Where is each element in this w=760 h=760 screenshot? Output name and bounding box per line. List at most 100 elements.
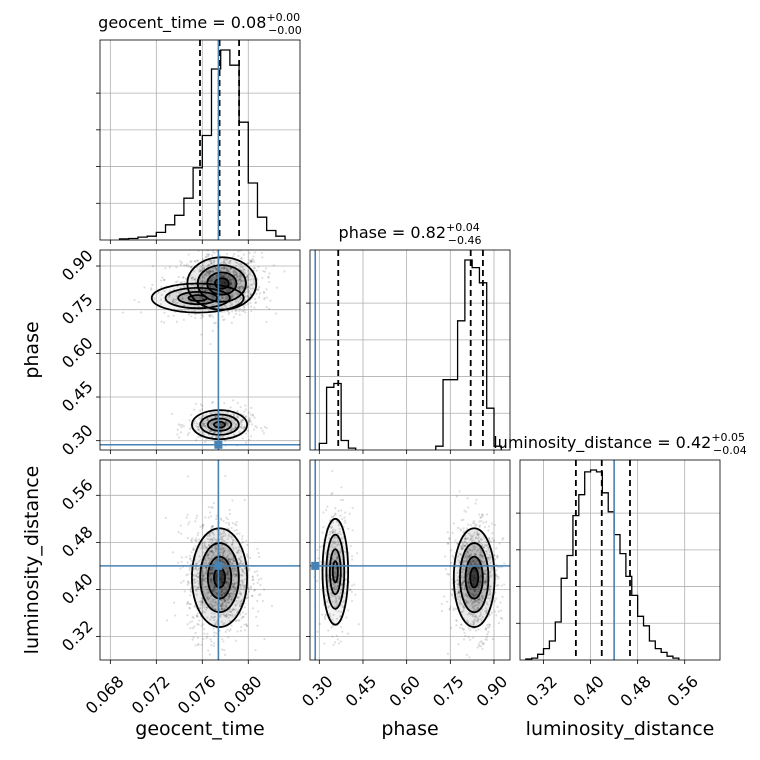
scatter-point: [463, 631, 466, 634]
scatter-point: [451, 594, 454, 597]
scatter-point: [478, 513, 481, 516]
scatter-point: [237, 292, 241, 296]
scatter-point: [468, 656, 471, 659]
scatter-point: [224, 412, 227, 415]
scatter-point: [249, 293, 252, 297]
scatter-point: [200, 297, 203, 300]
panel-title-geocent_time: geocent_time = 0.08+0.00 −0.00: [98, 11, 302, 37]
scatter-point: [243, 499, 246, 502]
scatter-point: [481, 515, 484, 518]
scatter-point: [237, 275, 241, 278]
scatter-point: [248, 272, 251, 275]
histogram-frame-geocent_time: [99, 39, 301, 241]
scatter-point: [450, 626, 453, 629]
scatter-point: [176, 285, 179, 288]
scatter-point: [224, 540, 227, 543]
scatter-point: [239, 604, 242, 608]
scatter-point: [212, 536, 215, 539]
scatter-point: [207, 253, 211, 256]
scatter-point: [180, 426, 183, 429]
scatter-point: [229, 282, 233, 285]
scatter-point: [197, 428, 200, 432]
scatter-point: [215, 540, 218, 543]
scatter-point: [226, 297, 230, 300]
scatter-point: [210, 549, 214, 552]
scatter-point: [208, 429, 212, 432]
scatter-point: [203, 547, 206, 550]
scatter-point: [210, 295, 213, 298]
scatter-point: [244, 408, 247, 411]
scatter-point: [485, 520, 488, 524]
scatter-point: [244, 271, 247, 275]
scatter-point: [222, 535, 225, 538]
scatter-point: [231, 615, 234, 618]
scatter-point: [121, 311, 125, 314]
scatter-point: [219, 423, 223, 426]
scatter-point: [196, 259, 199, 262]
scatter-point: [215, 514, 218, 517]
scatter-point: [252, 258, 255, 262]
scatter-point: [246, 555, 249, 558]
scatter-point: [210, 261, 213, 265]
scatter-point: [193, 539, 196, 542]
scatter-point: [239, 278, 242, 282]
scatter-point: [231, 558, 234, 561]
scatter-point: [230, 535, 233, 538]
scatter-point: [242, 305, 246, 308]
scatter-point: [246, 285, 249, 289]
scatter-point: [192, 421, 195, 425]
scatter-point: [200, 600, 204, 603]
scatter-point: [236, 279, 240, 282]
scatter-point: [220, 266, 224, 270]
scatter-point: [210, 568, 213, 571]
x-tick-label-geocent_time: 0.072: [128, 672, 174, 718]
scatter-point: [211, 278, 214, 281]
scatter-point: [206, 418, 209, 422]
scatter-point: [241, 598, 244, 601]
scatter-point: [466, 497, 469, 500]
scatter-point: [195, 517, 198, 520]
scatter-point: [501, 595, 504, 599]
scatter-point: [234, 523, 237, 526]
scatter-point: [224, 598, 227, 601]
scatter-point: [200, 265, 203, 269]
scatter-point: [179, 524, 182, 527]
histogram-frame-phase: [309, 249, 511, 451]
scatter-point: [496, 555, 500, 558]
scatter-point: [203, 289, 207, 292]
scatter-point: [257, 265, 260, 268]
scatter-point: [465, 653, 468, 656]
scatter-point: [347, 632, 350, 635]
scatter-point: [243, 268, 246, 271]
scatter-point: [204, 422, 208, 425]
scatter-point: [223, 261, 227, 264]
scatter-point: [480, 640, 483, 643]
scatter-point: [263, 291, 266, 294]
scatter-point: [197, 250, 200, 252]
scatter-point: [228, 284, 232, 288]
scatter-point: [209, 342, 212, 346]
scatter-point: [228, 261, 231, 264]
y-axis-label-luminosity_distance: luminosity_distance: [21, 466, 43, 655]
scatter-point: [211, 304, 215, 307]
scatter-point: [201, 601, 204, 604]
scatter-point: [201, 431, 204, 435]
scatter-point: [240, 537, 244, 540]
scatter-point: [199, 269, 202, 272]
scatter-point: [188, 602, 191, 606]
scatter-point: [202, 297, 205, 300]
scatter-point: [248, 567, 251, 571]
scatter-point: [237, 551, 240, 554]
scatter-point: [231, 542, 234, 546]
scatter-point: [213, 296, 216, 299]
scatter-point: [227, 558, 230, 561]
scatter-point: [225, 296, 228, 299]
histogram-panel-luminosity_distance: luminosity_distance = 0.42+0.05 −0.04: [493, 431, 747, 664]
scatter-point: [255, 292, 258, 295]
scatter-point: [232, 608, 235, 611]
scatter-point: [229, 267, 233, 270]
scatter-point: [239, 555, 243, 559]
scatter-point: [245, 623, 248, 626]
scatter-point: [228, 592, 231, 595]
scatter-point: [205, 566, 208, 569]
